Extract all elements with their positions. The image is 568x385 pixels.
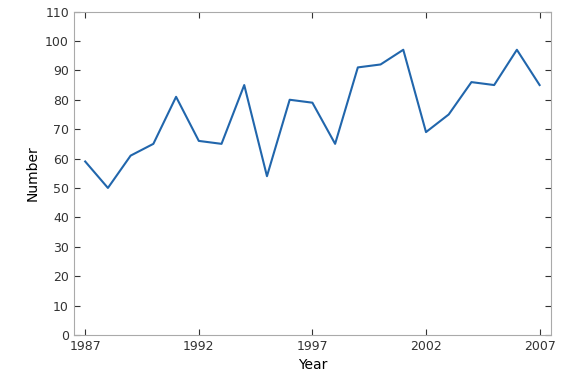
- Y-axis label: Number: Number: [26, 146, 40, 201]
- X-axis label: Year: Year: [298, 358, 327, 372]
